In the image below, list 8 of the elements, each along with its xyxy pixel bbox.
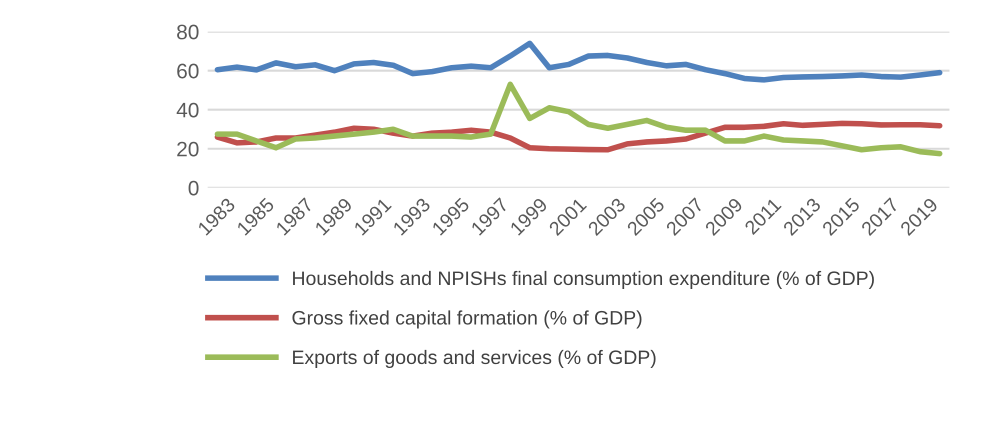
y-tick-label: 40: [176, 102, 199, 118]
y-tick-label: 80: [177, 24, 199, 40]
y-tick-label: 60: [177, 64, 199, 78]
legend-label: Gross fixed capital formation (% of GDP): [292, 310, 642, 329]
y-tick-label: 0: [188, 180, 199, 196]
legend-label: Exports of goods and services (% of GDP): [293, 350, 656, 368]
y-tick-label: 20: [177, 142, 199, 157]
legend-label: Households and NPISHs final consumption expenditure (% of GDP): [293, 270, 874, 289]
